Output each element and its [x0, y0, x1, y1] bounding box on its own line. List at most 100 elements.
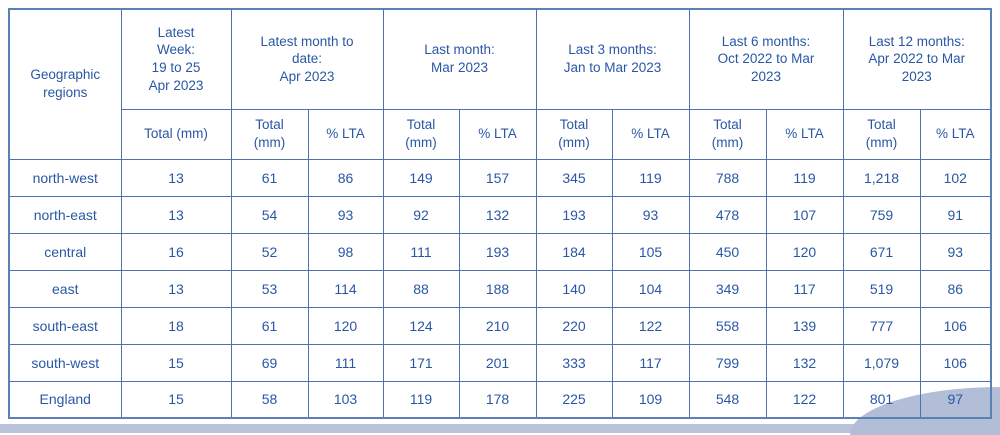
sub-header-total: Total (mm): [842, 108, 921, 160]
value-cell: 61: [230, 306, 309, 345]
sub-header-total: Total (mm): [535, 108, 613, 160]
header-row-measures: Total (mm) Total (mm) % LTA Total (mm) %…: [9, 108, 992, 160]
table-row: south-west 15 69 111 171 201 333 117 799…: [8, 343, 992, 382]
region-label: north-east: [8, 195, 122, 234]
value-cell: 97: [919, 380, 992, 419]
value-cell: 13: [120, 195, 232, 234]
value-cell: 104: [611, 269, 690, 308]
value-cell: 122: [765, 380, 844, 419]
value-cell: 119: [765, 158, 844, 197]
sub-header-lta: % LTA: [611, 108, 690, 160]
value-cell: 107: [765, 195, 844, 234]
region-label: central: [8, 232, 122, 271]
sub-header-lta: % LTA: [307, 108, 384, 160]
value-cell: 86: [919, 269, 992, 308]
value-cell: 86: [307, 158, 384, 197]
value-cell: 15: [120, 380, 232, 419]
sub-header-total: Total (mm): [382, 108, 460, 160]
table-row: north-west 13 61 86 149 157 345 119 788 …: [8, 158, 992, 197]
value-cell: 333: [535, 343, 613, 382]
value-cell: 171: [382, 343, 460, 382]
header-row-periods: Geographic regions Latest Week: 19 to 25…: [8, 8, 992, 160]
value-cell: 88: [382, 269, 460, 308]
table-row: England 15 58 103 119 178 225 109 548 12…: [8, 380, 992, 419]
value-cell: 106: [919, 306, 992, 345]
group-header-last-3-months: Last 3 months: Jan to Mar 2023: [535, 8, 690, 110]
sub-header-total: Total (mm): [230, 108, 309, 160]
region-label: east: [8, 269, 122, 308]
value-cell: 61: [230, 158, 309, 197]
sub-header-lta: % LTA: [458, 108, 537, 160]
value-cell: 558: [688, 306, 767, 345]
value-cell: 788: [688, 158, 767, 197]
corner-header: Geographic regions: [8, 8, 122, 160]
value-cell: 478: [688, 195, 767, 234]
value-cell: 15: [120, 343, 232, 382]
value-cell: 345: [535, 158, 613, 197]
value-cell: 91: [919, 195, 992, 234]
value-cell: 102: [919, 158, 992, 197]
value-cell: 1,218: [842, 158, 921, 197]
region-label: England: [8, 380, 122, 419]
value-cell: 349: [688, 269, 767, 308]
table-row: south-east 18 61 120 124 210 220 122 558…: [8, 306, 992, 345]
value-cell: 120: [307, 306, 384, 345]
value-cell: 193: [458, 232, 537, 271]
value-cell: 184: [535, 232, 613, 271]
value-cell: 225: [535, 380, 613, 419]
value-cell: 1,079: [842, 343, 921, 382]
value-cell: 157: [458, 158, 537, 197]
value-cell: 105: [611, 232, 690, 271]
value-cell: 193: [535, 195, 613, 234]
group-header-last-12-months: Last 12 months: Apr 2022 to Mar 2023: [842, 8, 992, 110]
value-cell: 759: [842, 195, 921, 234]
value-cell: 799: [688, 343, 767, 382]
sub-header-lta: % LTA: [919, 108, 992, 160]
group-header-month-to-date: Latest month to date: Apr 2023: [230, 8, 384, 110]
value-cell: 201: [458, 343, 537, 382]
value-cell: 450: [688, 232, 767, 271]
group-header-last-month: Last month: Mar 2023: [382, 8, 537, 110]
value-cell: 777: [842, 306, 921, 345]
region-label: south-east: [8, 306, 122, 345]
value-cell: 117: [611, 343, 690, 382]
value-cell: 109: [611, 380, 690, 419]
table-row: east 13 53 114 88 188 140 104 349 117 51…: [8, 269, 992, 308]
value-cell: 801: [842, 380, 921, 419]
value-cell: 16: [120, 232, 232, 271]
value-cell: 54: [230, 195, 309, 234]
value-cell: 178: [458, 380, 537, 419]
value-cell: 103: [307, 380, 384, 419]
value-cell: 92: [382, 195, 460, 234]
group-header-last-6-months: Last 6 months: Oct 2022 to Mar 2023: [688, 8, 844, 110]
region-label: south-west: [8, 343, 122, 382]
rainfall-table-container: Geographic regions Latest Week: 19 to 25…: [8, 8, 993, 419]
value-cell: 13: [120, 158, 232, 197]
footer-bar-decoration: [0, 424, 1000, 433]
value-cell: 124: [382, 306, 460, 345]
value-cell: 53: [230, 269, 309, 308]
value-cell: 122: [611, 306, 690, 345]
value-cell: 188: [458, 269, 537, 308]
table-row: north-east 13 54 93 92 132 193 93 478 10…: [8, 195, 992, 234]
value-cell: 519: [842, 269, 921, 308]
value-cell: 98: [307, 232, 384, 271]
value-cell: 139: [765, 306, 844, 345]
value-cell: 18: [120, 306, 232, 345]
value-cell: 149: [382, 158, 460, 197]
value-cell: 120: [765, 232, 844, 271]
value-cell: 93: [307, 195, 384, 234]
value-cell: 114: [307, 269, 384, 308]
value-cell: 671: [842, 232, 921, 271]
value-cell: 58: [230, 380, 309, 419]
value-cell: 119: [611, 158, 690, 197]
value-cell: 132: [765, 343, 844, 382]
value-cell: 132: [458, 195, 537, 234]
rainfall-table: Geographic regions Latest Week: 19 to 25…: [8, 8, 993, 419]
value-cell: 93: [611, 195, 690, 234]
sub-header-total: Total (mm): [688, 108, 767, 160]
value-cell: 548: [688, 380, 767, 419]
region-label: north-west: [8, 158, 122, 197]
value-cell: 210: [458, 306, 537, 345]
